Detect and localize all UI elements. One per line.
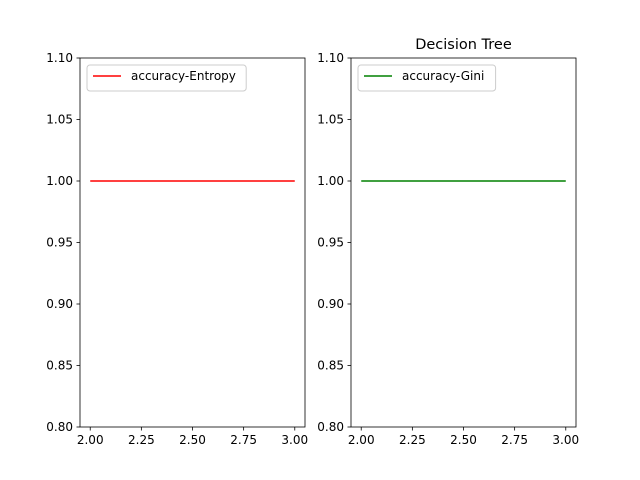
legend: accuracy-Gini [357,64,497,92]
y-tick-label: 0.95 [46,236,73,250]
legend-label-accuracy-entropy: accuracy-Entropy [131,69,236,83]
y-tick-label: 1.00 [317,174,344,188]
legend: accuracy-Entropy [86,64,247,92]
y-tick-label: 1.00 [46,174,73,188]
chart-title: Decision Tree [415,37,512,53]
x-tick-label: 2.75 [501,433,528,447]
y-tick-label: 0.85 [317,359,344,373]
y-tick-label: 1.10 [317,51,344,65]
y-tick-label: 1.05 [317,113,344,127]
y-tick-label: 0.80 [317,420,344,434]
legend-label-accuracy-gini: accuracy-Gini [402,69,484,83]
x-tick-label: 2.25 [128,433,155,447]
axes-frame [350,57,577,428]
x-tick-label: 2.75 [230,433,257,447]
y-tick-label: 0.95 [317,236,344,250]
x-tick-label: 3.00 [552,433,579,447]
subplot-entropy: 2.00 2.25 2.50 2.75 3.00 0.80 0.85 0.90 0.95 1.00… [46,51,308,447]
x-tick-label: 2.00 [348,433,375,447]
legend-box [86,64,247,92]
y-tick-label: 1.05 [46,113,73,127]
y-tick-label: 0.80 [46,420,73,434]
legend-box [357,64,497,92]
subplot-gini: 2.00 2.25 2.50 2.75 3.00 0.80 0.85 0.90 0.95 1.00… [317,37,579,447]
y-tick-label: 0.85 [46,359,73,373]
axes-frame [79,57,306,428]
x-tick-label: 2.50 [179,433,206,447]
x-tick-label: 2.00 [77,433,104,447]
x-tick-label: 3.00 [281,433,308,447]
y-tick-label: 0.90 [317,297,344,311]
x-tick-label: 2.50 [450,433,477,447]
y-tick-label: 0.90 [46,297,73,311]
x-tick-label: 2.25 [399,433,426,447]
y-tick-label: 1.10 [46,51,73,65]
